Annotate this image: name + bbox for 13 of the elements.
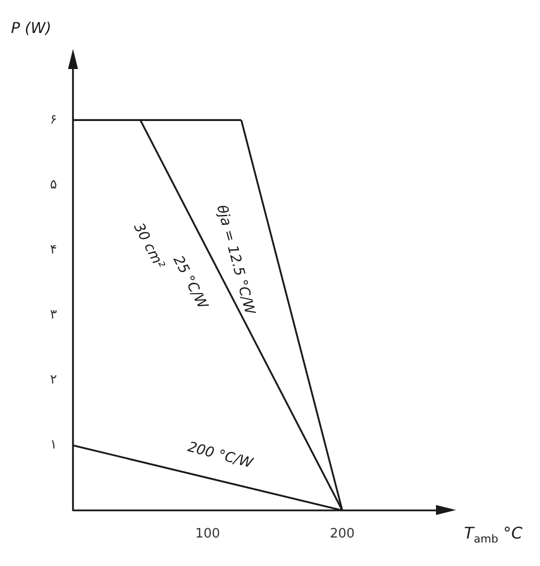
annotation: θja = 12.5 °C/W (213, 203, 258, 318)
annotation: 25 °C/W (170, 253, 212, 313)
x-tick-label: 100 (195, 526, 220, 542)
y-tick-label: ۲ (50, 372, 57, 388)
y-tick-label: ۳ (50, 308, 57, 323)
y-axis-title: P (W) (10, 18, 52, 37)
x-tick-label: 200 (330, 526, 355, 542)
y-tick-label: ۴ (50, 242, 57, 258)
annotation: 30 cm² (130, 220, 168, 272)
y-tick-label: ۶ (50, 112, 57, 128)
annotation: 200 °C/W (186, 439, 256, 472)
y-tick-label: ۱ (50, 438, 57, 453)
y-tick-label: ۵ (50, 177, 57, 192)
